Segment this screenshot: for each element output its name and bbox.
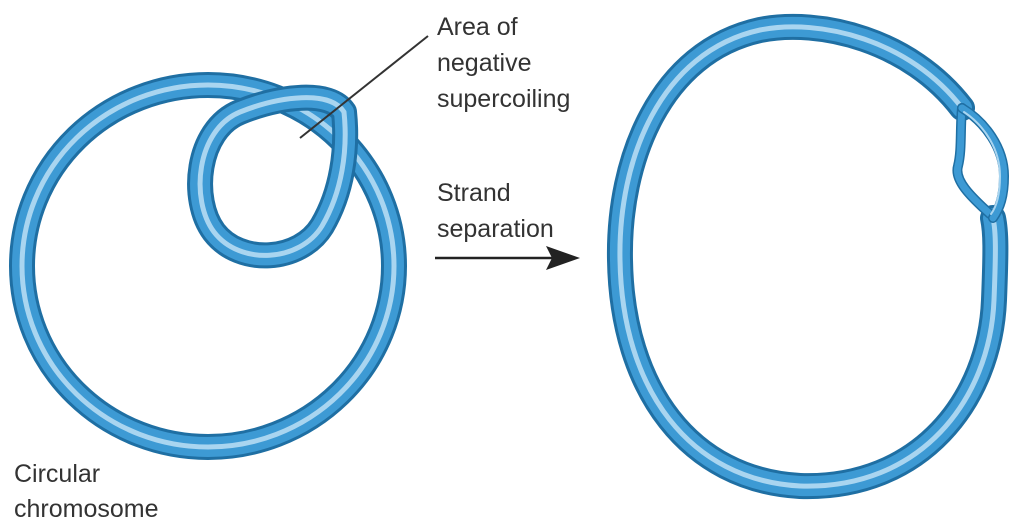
chromosome-ring: [9, 72, 407, 460]
strand-separation-bubble: [952, 103, 1009, 223]
supercoil-leader-line: [299, 35, 429, 139]
supercoil-label: Area of negative supercoiling: [437, 13, 570, 113]
circular-chromosome: [9, 72, 407, 460]
chromosome-label: Circular chromosome: [14, 460, 159, 523]
strand-separation-label: Strand separation: [437, 179, 554, 243]
chromosome-label-line-1: Circular: [14, 460, 100, 488]
supercoil-label-line-1: Area of: [437, 13, 518, 41]
chromosome-label-line-2: chromosome: [14, 495, 159, 523]
supercoil-label-line-3: supercoiling: [437, 85, 570, 113]
supercoil-label-line-2: negative: [437, 49, 532, 77]
relaxed-ring: [606, 13, 1009, 500]
arrow-right-icon: [435, 246, 580, 270]
relaxed-chromosome: [606, 13, 1009, 500]
strand-label-line-1: Strand: [437, 179, 511, 207]
supercoil-loop: [187, 84, 359, 269]
strand-label-line-2: separation: [437, 215, 554, 243]
